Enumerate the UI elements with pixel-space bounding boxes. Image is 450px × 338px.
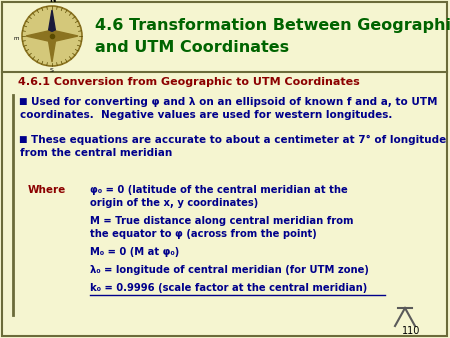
- Text: 4.6 Transformation Between Geographic: 4.6 Transformation Between Geographic: [95, 18, 450, 33]
- Polygon shape: [47, 10, 57, 40]
- Text: coordinates.  Negative values are used for western longitudes.: coordinates. Negative values are used fo…: [20, 110, 392, 120]
- Polygon shape: [47, 32, 57, 62]
- Text: Where: Where: [28, 185, 66, 195]
- Polygon shape: [46, 31, 78, 41]
- Text: the equator to φ (across from the point): the equator to φ (across from the point): [90, 229, 317, 239]
- Text: M = True distance along central meridian from: M = True distance along central meridian…: [90, 216, 354, 226]
- Circle shape: [22, 6, 82, 66]
- Text: φ₀ = 0 (latitude of the central meridian at the: φ₀ = 0 (latitude of the central meridian…: [90, 185, 348, 195]
- Text: S: S: [50, 68, 54, 73]
- Text: λ₀ = longitude of central meridian (for UTM zone): λ₀ = longitude of central meridian (for …: [90, 265, 369, 275]
- Text: ■: ■: [18, 135, 27, 144]
- Text: k₀ = 0.9996 (scale factor at the central meridian): k₀ = 0.9996 (scale factor at the central…: [90, 283, 367, 293]
- Text: Used for converting φ and λ on an ellipsoid of known f and a, to UTM: Used for converting φ and λ on an ellips…: [31, 97, 437, 107]
- Text: origin of the x, y coordinates): origin of the x, y coordinates): [90, 198, 258, 208]
- Text: from the central meridian: from the central meridian: [20, 148, 172, 158]
- Text: ■: ■: [18, 97, 27, 106]
- Text: 110: 110: [402, 326, 420, 336]
- Text: N: N: [49, 0, 55, 4]
- Text: m: m: [14, 35, 19, 41]
- Text: and UTM Coordinates: and UTM Coordinates: [95, 40, 289, 55]
- Text: 4.6.1 Conversion from Geographic to UTM Coordinates: 4.6.1 Conversion from Geographic to UTM …: [18, 77, 360, 87]
- Text: These equations are accurate to about a centimeter at 7° of longitude: These equations are accurate to about a …: [31, 135, 446, 145]
- Polygon shape: [26, 31, 58, 41]
- Text: M₀ = 0 (M at φ₀): M₀ = 0 (M at φ₀): [90, 247, 179, 257]
